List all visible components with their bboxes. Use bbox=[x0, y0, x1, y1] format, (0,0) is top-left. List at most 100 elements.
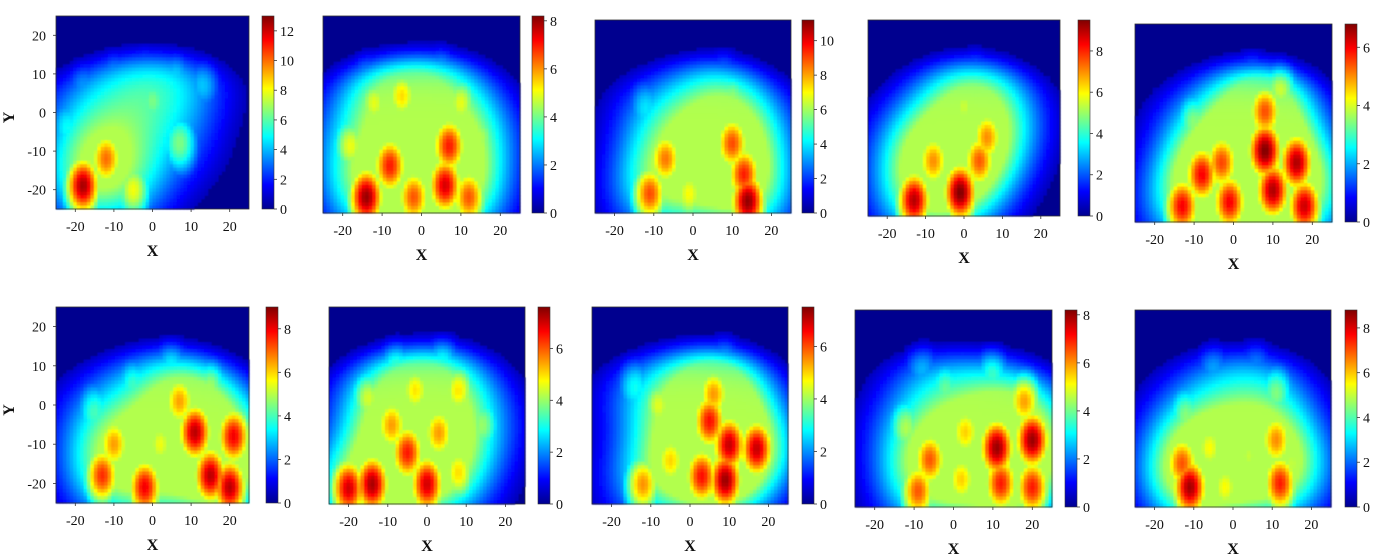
heatmap-cell bbox=[488, 178, 492, 182]
heatmap-cell bbox=[104, 64, 108, 68]
heatmap-cell bbox=[386, 199, 390, 203]
heatmap-cell bbox=[334, 143, 338, 147]
heatmap-cell bbox=[115, 64, 119, 68]
heatmap-cell bbox=[506, 86, 510, 90]
heatmap-cell bbox=[239, 109, 243, 113]
heatmap-cell bbox=[159, 171, 163, 175]
heatmap-cell bbox=[474, 97, 478, 101]
heatmap-cell bbox=[337, 83, 341, 87]
x-tick-label: 20 bbox=[223, 220, 237, 235]
heatmap-cell bbox=[330, 171, 334, 175]
heatmap-cell bbox=[173, 99, 177, 103]
heatmap-cell bbox=[488, 139, 492, 143]
heatmap-cell bbox=[464, 115, 468, 119]
heatmap-cell bbox=[443, 129, 447, 133]
heatmap-cell bbox=[139, 109, 143, 113]
heatmap-cell bbox=[492, 79, 496, 83]
heatmap-cell bbox=[362, 76, 366, 80]
heatmap-cell bbox=[485, 181, 489, 185]
heatmap-cell bbox=[404, 188, 408, 192]
heatmap-cell bbox=[450, 125, 454, 129]
heatmap-cell bbox=[407, 51, 411, 55]
heatmap-cell bbox=[348, 65, 352, 69]
heatmap-cell bbox=[407, 83, 411, 87]
heatmap-cell bbox=[383, 206, 387, 210]
heatmap-cell bbox=[104, 140, 108, 144]
heatmap-cell bbox=[393, 202, 397, 206]
heatmap-cell bbox=[190, 102, 194, 106]
heatmap-cell bbox=[400, 72, 404, 76]
heatmap-cell bbox=[411, 143, 415, 147]
heatmap-cell bbox=[467, 51, 471, 55]
heatmap-cell bbox=[513, 139, 517, 143]
heatmap-cell bbox=[506, 93, 510, 97]
heatmap-cell bbox=[443, 139, 447, 143]
heatmap-cell bbox=[111, 161, 115, 165]
heatmap-cell bbox=[369, 72, 373, 76]
heatmap-cell bbox=[383, 72, 387, 76]
heatmap-cell bbox=[372, 136, 376, 140]
heatmap-cell bbox=[228, 123, 232, 127]
heatmap-cell bbox=[132, 140, 136, 144]
heatmap-cell bbox=[115, 109, 119, 113]
heatmap-cell bbox=[383, 65, 387, 69]
heatmap-cell bbox=[56, 147, 60, 151]
heatmap-cell bbox=[327, 104, 331, 108]
heatmap-cell bbox=[443, 143, 447, 147]
heatmap-cell bbox=[478, 69, 482, 73]
heatmap-cell bbox=[414, 48, 418, 52]
heatmap-cell bbox=[197, 199, 201, 203]
heatmap-cell bbox=[506, 150, 510, 154]
heatmap-cell bbox=[170, 123, 174, 127]
heatmap-cell bbox=[488, 90, 492, 94]
heatmap-cell bbox=[422, 192, 426, 196]
heatmap-cell bbox=[323, 139, 327, 143]
heatmap-cell bbox=[323, 150, 327, 154]
heatmap-cell bbox=[506, 199, 510, 203]
heatmap-cell bbox=[163, 123, 167, 127]
heatmap-cell bbox=[509, 93, 513, 97]
heatmap-cell bbox=[439, 202, 443, 206]
heatmap-cell bbox=[77, 92, 81, 96]
heatmap-cell bbox=[142, 64, 146, 68]
heatmap-cell bbox=[84, 54, 88, 58]
heatmap-cell bbox=[418, 185, 422, 189]
heatmap-cell bbox=[414, 206, 418, 210]
heatmap-cell bbox=[348, 79, 352, 83]
heatmap-cell bbox=[341, 58, 345, 62]
heatmap-cell bbox=[111, 147, 115, 151]
heatmap-cell bbox=[94, 168, 98, 172]
heatmap-cell bbox=[73, 113, 77, 117]
heatmap-cell bbox=[467, 146, 471, 150]
heatmap-cell bbox=[390, 83, 394, 87]
heatmap-cell bbox=[429, 48, 433, 52]
heatmap-cell bbox=[362, 51, 366, 55]
heatmap-cell bbox=[153, 44, 157, 48]
heatmap-cell bbox=[142, 123, 146, 127]
heatmap-cell bbox=[422, 136, 426, 140]
heatmap-cell bbox=[365, 139, 369, 143]
heatmap-cell bbox=[446, 136, 450, 140]
heatmap-cell bbox=[142, 92, 146, 96]
heatmap-cell bbox=[595, 151, 599, 155]
heatmap-cell bbox=[439, 44, 443, 48]
heatmap-cell bbox=[499, 83, 503, 87]
heatmap-cell bbox=[358, 181, 362, 185]
heatmap-cell bbox=[425, 129, 429, 133]
heatmap-cell bbox=[474, 143, 478, 147]
heatmap-cell bbox=[390, 206, 394, 210]
heatmap-cell bbox=[330, 178, 334, 182]
heatmap-cell bbox=[446, 132, 450, 136]
heatmap-cell bbox=[348, 72, 352, 76]
heatmap-cell bbox=[386, 206, 390, 210]
heatmap-cell bbox=[443, 188, 447, 192]
heatmap-cell bbox=[407, 202, 411, 206]
heatmap-cell bbox=[187, 168, 191, 172]
heatmap-cell bbox=[163, 102, 167, 106]
heatmap-cell bbox=[450, 90, 454, 94]
heatmap-cell bbox=[369, 65, 373, 69]
colorbar-tick-label: 4 bbox=[550, 111, 557, 126]
heatmap-cell bbox=[460, 90, 464, 94]
heatmap-cell bbox=[429, 146, 433, 150]
heatmap-cell bbox=[376, 97, 380, 101]
